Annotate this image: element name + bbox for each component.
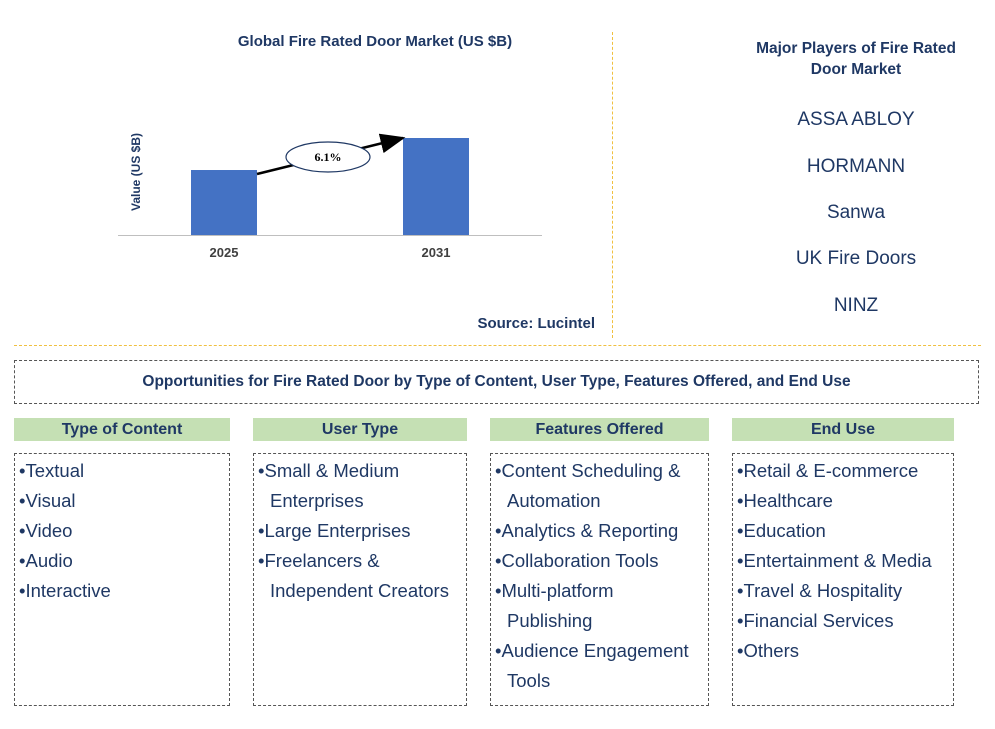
vertical-divider (612, 32, 613, 338)
category-list-type-of-content: Textual Visual Video Audio Interactive (14, 453, 230, 706)
bar (191, 170, 257, 235)
category-list-user-type: Small & Medium Enterprises Large Enterpr… (253, 453, 467, 706)
list-item: Multi-platform Publishing (495, 576, 704, 636)
list-item: Retail & E-commerce (737, 456, 949, 486)
players-title-line2: Door Market (810, 61, 902, 78)
list-item: Financial Services (737, 606, 949, 636)
opportunities-title: Opportunities for Fire Rated Door by Typ… (14, 360, 979, 404)
list-item: Travel & Hospitality (737, 576, 949, 606)
list-item: Analytics & Reporting (495, 516, 704, 546)
list-item: Visual (19, 486, 225, 516)
category-header-end-use: End Use (732, 418, 954, 441)
y-axis-label: Value (US $B) (129, 133, 143, 211)
list-item: Entertainment & Media (737, 546, 949, 576)
list-item: Others (737, 636, 949, 666)
player-item: NINZ (833, 295, 879, 316)
players-title-line1: Major Players of Fire Rated (756, 40, 956, 57)
category-list-end-use: Retail & E-commerce Healthcare Education… (732, 453, 954, 706)
list-item: Audience Engagement Tools (495, 636, 704, 696)
category-header-user-type: User Type (253, 418, 467, 441)
list-item: Healthcare (737, 486, 949, 516)
player-item: ASSA ABLOY (797, 109, 915, 130)
category-header-type-of-content: Type of Content (14, 418, 230, 441)
list-item: Content Scheduling & Automation (495, 456, 704, 516)
player-item: HORMANN (806, 156, 906, 177)
chart-source: Source: Lucintel (477, 315, 595, 332)
x-tick-label: 2025 (210, 245, 239, 260)
list-item: Small & Medium Enterprises (258, 456, 462, 516)
cagr-label: 6.1% (315, 150, 342, 164)
player-item: UK Fire Doors (795, 248, 917, 269)
chart-title: Global Fire Rated Door Market (US $B) (237, 33, 513, 50)
bar-chart: Value (US $B) 2025 2031 6.1% (118, 133, 542, 260)
list-item: Interactive (19, 576, 225, 606)
list-item: Video (19, 516, 225, 546)
list-item: Education (737, 516, 949, 546)
horizontal-divider (14, 345, 981, 346)
bar (403, 138, 469, 235)
x-tick-label: 2031 (422, 245, 451, 260)
category-header-features-offered: Features Offered (490, 418, 709, 441)
list-item: Collaboration Tools (495, 546, 704, 576)
list-item: Audio (19, 546, 225, 576)
list-item: Textual (19, 456, 225, 486)
players-title: Major Players of Fire Rated Door Market (730, 38, 982, 80)
cagr-ellipse (285, 141, 371, 173)
list-item: Freelancers & Independent Creators (258, 546, 462, 606)
category-list-features-offered: Content Scheduling & Automation Analytic… (490, 453, 709, 706)
player-item: Sanwa (826, 202, 886, 223)
list-item: Large Enterprises (258, 516, 462, 546)
